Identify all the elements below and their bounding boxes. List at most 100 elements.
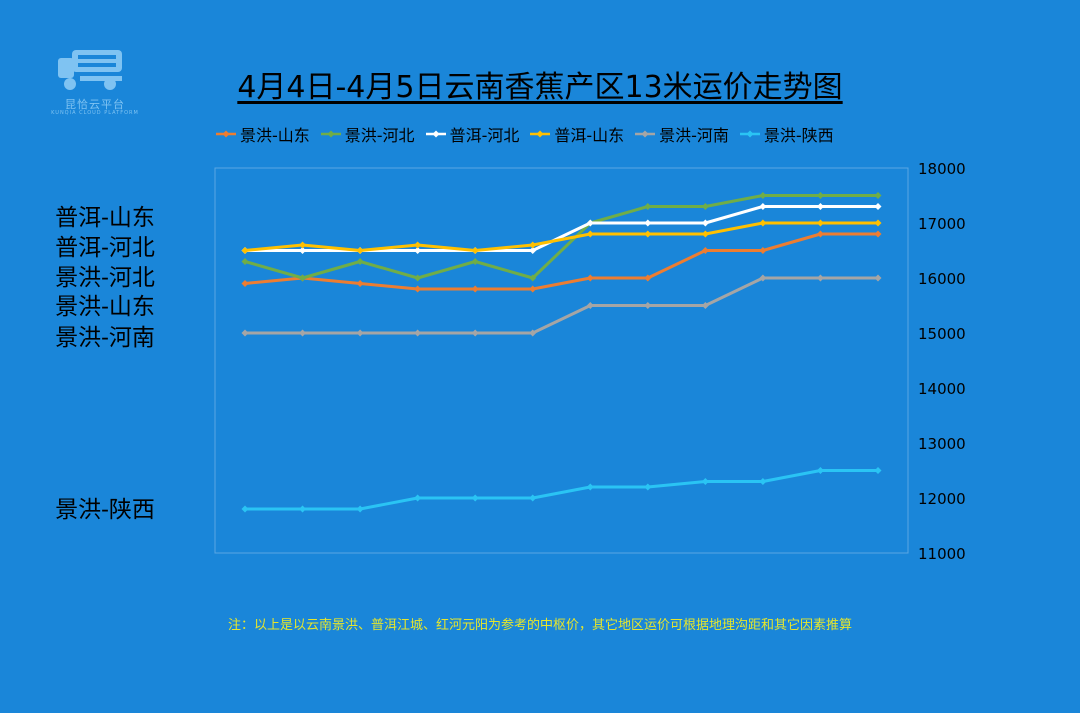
- data-point: [759, 274, 767, 282]
- data-point: [241, 247, 249, 254]
- plot-area: [214, 167, 909, 554]
- legend-label: 景洪-山东: [240, 126, 310, 145]
- data-point: [529, 285, 537, 293]
- data-point: [701, 302, 709, 309]
- y-tick-label: 13000: [918, 435, 966, 453]
- data-point: [241, 258, 249, 265]
- truck-logo-icon: [58, 50, 122, 90]
- data-point: [299, 241, 307, 249]
- legend-label: 普洱-山东: [554, 126, 625, 145]
- side-label: 普洱-山东: [55, 205, 155, 231]
- footnote: 注：以上是以云南景洪、普洱江城、红河元阳为参考的中枢价，其它地区运价可根据地理沟…: [227, 618, 852, 633]
- legend-swatch: [635, 130, 656, 138]
- data-point: [759, 203, 767, 210]
- y-tick-label: 18000: [918, 160, 966, 178]
- data-point: [529, 494, 537, 502]
- data-point: [586, 219, 594, 227]
- data-point: [874, 203, 882, 210]
- chart-legend: 景洪-山东 景洪-河北 普洱-河北 普洱-山东 景洪-河南 景洪-陕西: [215, 122, 935, 146]
- y-tick-label: 17000: [918, 215, 966, 233]
- legend-label: 景洪-河北: [344, 126, 415, 145]
- data-point: [414, 247, 422, 254]
- data-point: [586, 230, 594, 238]
- data-point: [644, 302, 652, 309]
- data-point: [299, 247, 307, 254]
- data-point: [759, 247, 767, 254]
- data-point: [701, 230, 709, 238]
- series-line-2: [244, 194, 878, 280]
- data-point: [874, 230, 882, 238]
- data-point: [701, 219, 709, 227]
- data-point: [759, 219, 767, 227]
- legend-swatch: [530, 130, 551, 138]
- legend-label: 普洱-河北: [449, 126, 520, 145]
- side-label: 景洪-陕西: [55, 497, 155, 523]
- legend-item: 普洱-山东: [529, 122, 624, 146]
- logo: 昆恰云平台 KUNQIA CLOUD PLATFORM: [50, 44, 140, 122]
- data-point: [471, 247, 479, 254]
- legend-item: 景洪-陕西: [739, 122, 834, 146]
- data-point: [644, 219, 652, 227]
- data-point: [356, 258, 364, 265]
- logo-subtext: KUNQIA CLOUD PLATFORM: [51, 110, 139, 116]
- data-point: [414, 241, 422, 249]
- data-point: [529, 329, 537, 337]
- data-point: [414, 329, 422, 337]
- data-point: [874, 219, 882, 227]
- data-point: [644, 203, 652, 210]
- legend-swatch: [739, 130, 760, 138]
- data-point: [471, 329, 479, 337]
- data-point: [701, 203, 709, 210]
- data-point: [414, 274, 422, 282]
- data-point: [701, 478, 709, 485]
- legend-item: 景洪-山东: [215, 122, 310, 146]
- data-point: [644, 483, 652, 491]
- data-point: [816, 274, 824, 282]
- legend-swatch: [320, 130, 341, 138]
- data-point: [356, 329, 364, 337]
- data-point: [816, 192, 824, 199]
- side-label: 景洪-山东: [55, 294, 155, 320]
- y-tick-label: 12000: [918, 490, 966, 508]
- data-point: [759, 478, 767, 485]
- data-point: [816, 219, 824, 227]
- legend-item: 景洪-河南: [634, 122, 729, 146]
- data-point: [759, 192, 767, 199]
- data-point: [471, 285, 479, 293]
- data-point: [644, 274, 652, 282]
- y-tick-label: 16000: [918, 270, 966, 288]
- data-point: [299, 505, 307, 513]
- data-point: [816, 230, 824, 238]
- side-label: 景洪-河南: [55, 325, 155, 351]
- data-point: [529, 247, 537, 254]
- data-point: [356, 280, 364, 287]
- data-point: [299, 274, 307, 282]
- legend-item: 普洱-河北: [425, 122, 520, 146]
- data-point: [816, 467, 824, 474]
- side-label: 普洱-河北: [55, 235, 155, 261]
- y-tick-label: 15000: [918, 325, 966, 343]
- data-point: [299, 329, 307, 337]
- legend-label: 景洪-河南: [659, 126, 729, 145]
- logo-text: 昆恰云平台: [65, 98, 125, 111]
- data-point: [414, 494, 422, 502]
- legend-swatch: [425, 130, 446, 138]
- data-point: [644, 230, 652, 238]
- data-point: [874, 192, 882, 199]
- side-label: 景洪-河北: [55, 265, 155, 291]
- data-point: [874, 467, 882, 474]
- legend-item: 景洪-河北: [320, 122, 415, 146]
- data-point: [241, 329, 249, 337]
- legend-swatch: [216, 130, 236, 138]
- y-tick-label: 14000: [918, 380, 966, 398]
- data-point: [701, 247, 709, 254]
- data-point: [529, 274, 537, 282]
- y-tick-label: 11000: [918, 545, 966, 563]
- data-point: [471, 494, 479, 502]
- data-point: [816, 203, 824, 210]
- data-point: [414, 285, 422, 293]
- data-point: [874, 274, 882, 282]
- legend-label: 景洪-陕西: [763, 126, 834, 145]
- series-line-6: [245, 469, 878, 511]
